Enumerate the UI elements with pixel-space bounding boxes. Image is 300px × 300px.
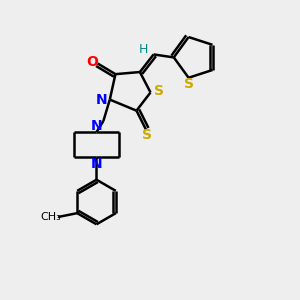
Text: CH₃: CH₃ xyxy=(40,212,61,222)
Text: S: S xyxy=(154,84,164,98)
Text: O: O xyxy=(86,55,98,69)
Text: S: S xyxy=(184,77,194,91)
Text: N: N xyxy=(91,157,102,171)
Text: H: H xyxy=(139,44,148,56)
Text: N: N xyxy=(96,93,107,106)
Text: S: S xyxy=(142,128,152,142)
Text: N: N xyxy=(91,118,102,133)
